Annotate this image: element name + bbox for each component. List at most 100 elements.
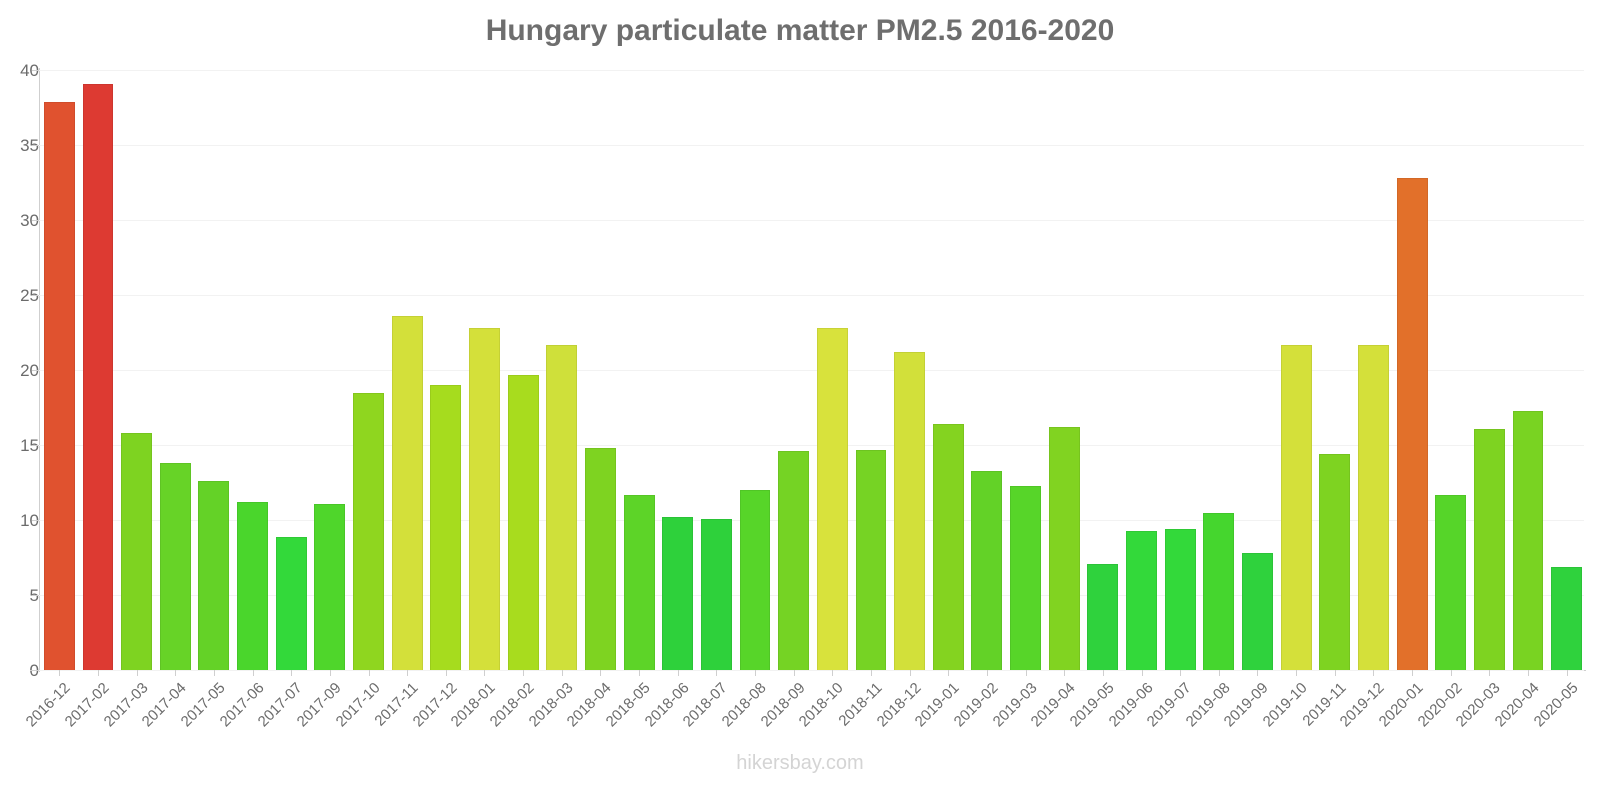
y-tick-mark [32,520,39,521]
bar[interactable] [1203,512,1235,670]
y-tick-mark [32,595,39,596]
x-tick-mark [1334,670,1336,676]
bar[interactable] [584,448,616,670]
bar[interactable] [546,344,578,670]
bar[interactable] [1242,553,1273,670]
x-tick-mark [368,670,370,676]
x-tick-mark [329,670,331,676]
bar[interactable] [1280,344,1312,670]
bar[interactable] [1435,494,1467,670]
x-tick-mark [639,670,641,676]
y-tick-label: 40 [20,61,39,80]
y-tick-label: 15 [20,436,39,455]
y-tick-mark [32,295,39,296]
x-tick-mark [716,670,718,676]
x-tick-mark [59,670,61,676]
x-tick-mark [1025,670,1027,676]
bar[interactable] [121,433,153,670]
bar[interactable] [391,316,423,670]
bar[interactable] [971,470,1003,670]
x-tick-mark [1566,670,1568,676]
y-tick-mark [32,445,39,446]
x-tick-mark [1373,670,1375,676]
y-tick-label: 35 [20,136,39,155]
bar[interactable] [82,83,114,670]
bar[interactable] [1551,566,1583,670]
y-tick-label: 0 [7,661,39,681]
gridline [39,295,1584,296]
x-tick-mark [986,670,988,676]
x-tick-mark [1141,670,1143,676]
bar[interactable] [198,481,230,670]
bar[interactable] [430,385,462,670]
y-tick-mark [32,370,39,371]
x-tick-mark [136,670,138,676]
y-tick-label: 30 [20,211,39,230]
x-tick-mark [252,670,254,676]
x-tick-mark [1528,670,1530,676]
bar[interactable] [623,494,655,670]
bar[interactable] [1087,563,1119,670]
bar[interactable] [1473,428,1505,670]
x-tick-mark [755,670,757,676]
bar[interactable] [1396,178,1428,670]
gridline [39,670,1584,671]
x-tick-mark [677,670,679,676]
gridline [39,70,1584,71]
bar[interactable] [1319,454,1351,670]
bar[interactable] [469,328,500,670]
gridline [39,145,1584,146]
x-tick-mark [948,670,950,676]
x-tick-mark [1412,670,1414,676]
x-tick-mark [213,670,215,676]
x-tick-mark [407,670,409,676]
y-tick-mark [32,145,39,146]
bar[interactable] [43,101,75,670]
watermark: hikersbay.com [736,752,864,774]
gridline [39,370,1584,371]
y-axis: 0 5 10 15 20 25 30 35 40 [0,61,39,680]
bar[interactable] [894,352,926,670]
y-tick-label: 20 [20,361,39,380]
bar[interactable] [778,451,810,670]
x-tick-mark [97,670,99,676]
bar[interactable] [1126,530,1157,670]
chart-title: Hungary particulate matter PM2.5 2016-20… [485,14,1115,47]
x-tick-mark [1296,670,1298,676]
bar[interactable] [1164,529,1196,670]
gridline [39,445,1584,446]
bar[interactable] [353,392,384,670]
bar[interactable] [1010,485,1042,670]
bar[interactable] [507,374,539,670]
bar[interactable] [739,490,771,670]
y-tick-label: 10 [20,511,39,530]
x-tick-mark [793,670,795,676]
bar[interactable] [1048,427,1080,670]
x-tick-mark [1218,670,1220,676]
y-tick-label: 25 [20,286,39,305]
bar[interactable] [932,424,964,670]
bar[interactable] [237,502,269,670]
x-tick-mark [175,670,177,676]
bar[interactable] [855,449,887,670]
x-tick-mark [832,670,834,676]
bar[interactable] [159,463,191,670]
bar[interactable] [816,328,848,670]
x-tick-mark [870,670,872,676]
x-tick-mark [1180,670,1182,676]
plot-area [39,70,1584,671]
bar[interactable] [700,518,732,670]
x-axis-labels: 2016-12 2017-02 2017-03 2017-04 2017-05 2017-… [23,670,1586,792]
bar[interactable] [662,517,694,670]
x-tick-mark [600,670,602,676]
bar[interactable] [314,503,346,670]
bar[interactable] [1357,344,1389,670]
x-tick-mark [909,670,911,676]
bar[interactable] [1512,410,1544,670]
x-tick-mark [1257,670,1259,676]
bars-layer [40,70,1586,670]
x-tick-mark [1064,670,1066,676]
gridline [39,595,1584,596]
gridline [39,220,1584,221]
bar[interactable] [275,536,307,670]
